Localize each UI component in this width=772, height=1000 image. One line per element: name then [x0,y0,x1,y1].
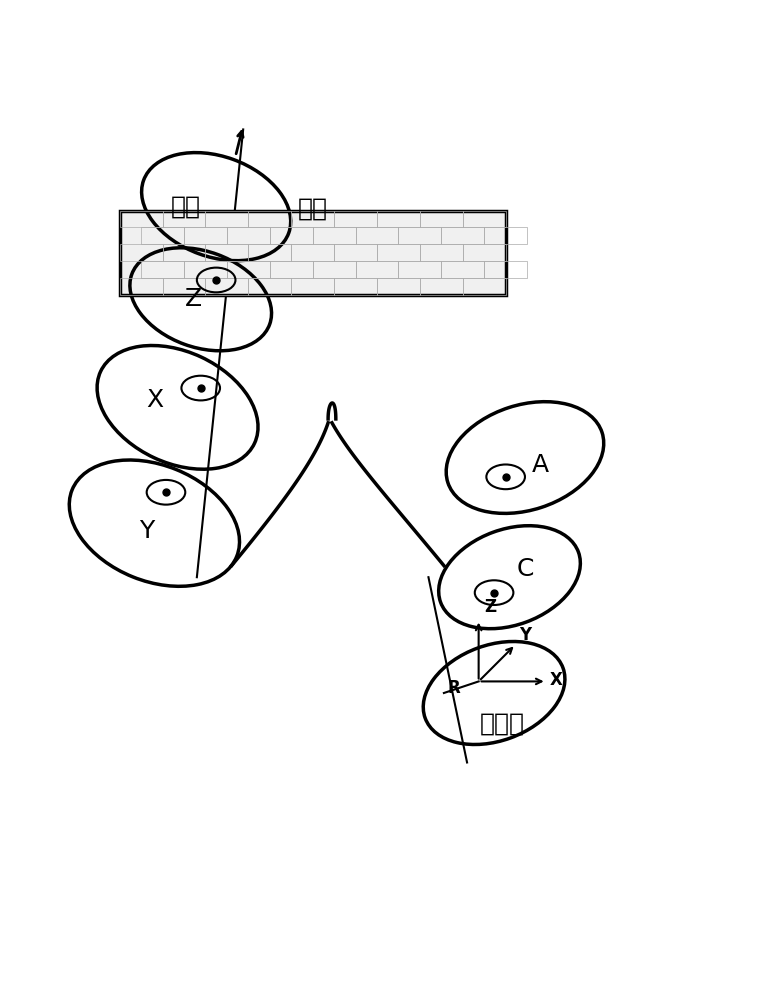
Bar [398,227,442,244]
Bar [249,211,291,227]
Bar [334,211,377,227]
Bar [420,244,462,261]
Bar [184,227,227,244]
Text: X: X [146,388,163,412]
Text: Y: Y [519,626,531,644]
Bar [313,261,356,278]
Bar [163,211,205,227]
Bar [120,211,506,295]
Bar [377,244,420,261]
Bar [462,278,506,295]
Bar [269,261,313,278]
Bar [377,211,420,227]
Bar [205,244,249,261]
Bar [356,227,398,244]
Bar [356,261,398,278]
Bar [249,244,291,261]
Bar [462,244,506,261]
Bar [120,278,163,295]
Bar [291,211,334,227]
Text: 刀具: 刀具 [171,195,200,219]
Bar [398,261,442,278]
Bar [291,278,334,295]
Bar [313,227,356,244]
Text: Z: Z [484,598,496,616]
Bar [249,278,291,295]
Bar [205,211,249,227]
Text: Z: Z [185,287,201,311]
Bar [184,261,227,278]
Bar [334,244,377,261]
Bar [227,261,269,278]
Bar [291,244,334,261]
Bar [377,278,420,295]
Text: X: X [550,671,563,689]
Bar [120,244,163,261]
Bar [141,261,184,278]
Bar [334,278,377,295]
Text: Y: Y [139,519,154,543]
Bar [420,278,462,295]
Bar [484,227,527,244]
Text: C: C [516,557,533,581]
Bar [420,211,462,227]
Text: 床身: 床身 [298,197,327,221]
Text: R: R [448,679,461,697]
Bar [269,227,313,244]
Bar [227,227,269,244]
Bar [442,227,484,244]
Bar [120,211,163,227]
Bar [163,244,205,261]
Bar [205,278,249,295]
Bar [442,261,484,278]
Text: 工作台: 工作台 [479,712,524,736]
Text: A: A [532,453,549,477]
Bar [484,261,527,278]
Bar [163,278,205,295]
Bar [141,227,184,244]
Bar [462,211,506,227]
